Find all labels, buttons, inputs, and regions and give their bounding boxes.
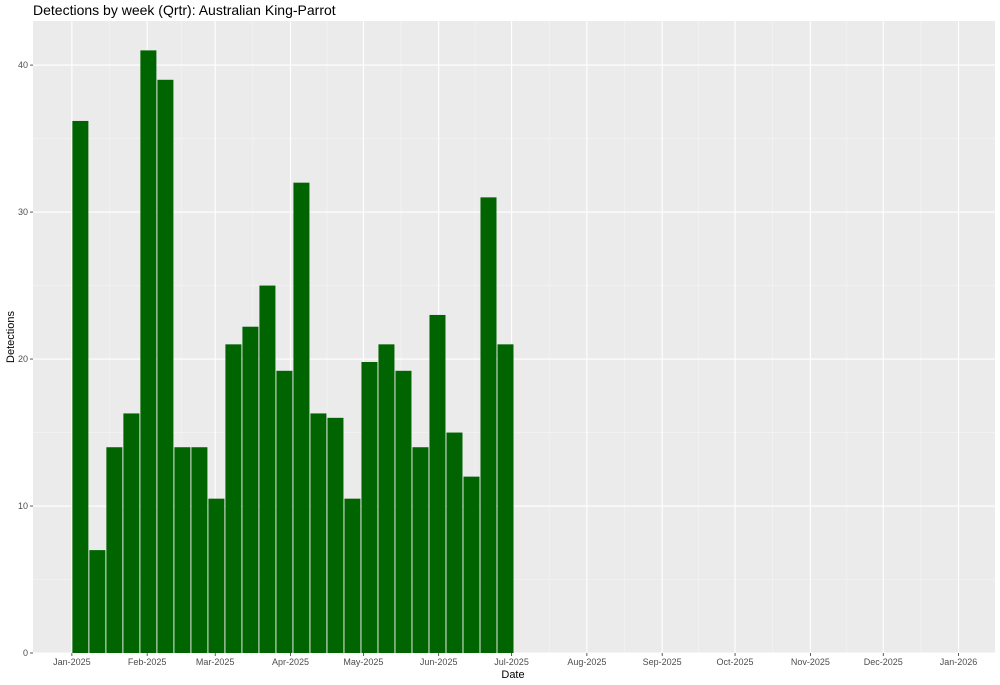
x-tick-label: Jun-2025 <box>420 657 458 667</box>
bar <box>123 413 140 653</box>
y-tick-label: 40 <box>18 60 28 70</box>
bars <box>72 50 514 654</box>
x-tick-label: Feb-2025 <box>128 657 167 667</box>
bar <box>327 417 344 653</box>
bar <box>497 344 514 653</box>
x-tick-label: Jan-2025 <box>53 657 91 667</box>
bar <box>395 370 412 653</box>
x-tick-label: May-2025 <box>343 657 383 667</box>
y-axis: 0 10 20 30 40 <box>18 60 33 658</box>
bar <box>293 182 310 653</box>
x-tick-label: Mar-2025 <box>196 657 235 667</box>
bar <box>310 413 327 653</box>
bar <box>140 50 157 654</box>
y-axis-title: Detections <box>5 311 17 363</box>
bar <box>429 314 446 653</box>
chart-title: Detections by week (Qrtr): Australian Ki… <box>33 2 336 18</box>
x-tick-label: Oct-2025 <box>717 657 754 667</box>
bar <box>344 498 361 653</box>
bar <box>259 285 276 653</box>
x-tick-label: Aug-2025 <box>567 657 606 667</box>
bar <box>463 476 480 653</box>
bar <box>89 550 106 653</box>
y-tick-label: 10 <box>18 501 28 511</box>
bar <box>361 361 378 653</box>
bar <box>191 447 208 653</box>
x-tick-label: Jan-2026 <box>940 657 978 667</box>
bar <box>378 344 395 653</box>
bar <box>480 197 497 654</box>
bar <box>225 344 242 653</box>
bar <box>106 447 123 653</box>
bar <box>242 326 259 653</box>
y-tick-label: 30 <box>18 207 28 217</box>
x-tick-label: Jul-2025 <box>494 657 529 667</box>
bar <box>276 370 293 653</box>
bar <box>174 447 191 653</box>
bar <box>446 432 463 653</box>
y-tick-label: 0 <box>23 648 28 658</box>
x-tick-label: Sep-2025 <box>643 657 682 667</box>
y-tick-label: 20 <box>18 354 28 364</box>
bar <box>412 447 429 653</box>
x-tick-label: Nov-2025 <box>791 657 830 667</box>
x-tick-label: Apr-2025 <box>272 657 309 667</box>
bar <box>72 120 89 653</box>
x-tick-label: Dec-2025 <box>864 657 903 667</box>
bar <box>157 79 174 653</box>
x-axis-title: Date <box>501 669 524 681</box>
bar <box>208 498 225 653</box>
x-axis: Jan-2025 Feb-2025 Mar-2025 Apr-2025 May-2025… <box>53 653 977 667</box>
